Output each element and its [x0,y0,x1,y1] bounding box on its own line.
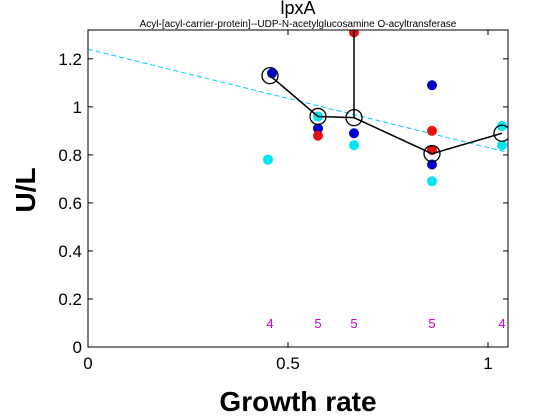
data-point [349,140,359,151]
x-axis-label: Growth rate [219,386,376,417]
fit-line [88,48,508,153]
data-point [267,68,277,79]
y-axis-label: U/L [10,167,41,212]
y-tick-label: 0.2 [58,290,82,309]
data-point [313,123,323,134]
axis-ticks: 0 0.5 1 0 0.2 0.4 0.6 0.8 1 1.2 [58,30,508,373]
mean-marker [345,109,363,127]
x-tick-label: 0.5 [276,354,300,373]
y-tick-label: 0.4 [58,242,82,261]
data-point [497,140,507,151]
y-tick-label: 1 [73,98,82,117]
chart-subtitle: Acyl-[acyl-carrier-protein]--UDP-N-acety… [140,19,457,30]
data-point [427,176,437,187]
data-point [427,159,437,170]
count-label: 5 [314,316,321,331]
data-point [427,80,437,91]
data-point [263,154,273,165]
x-tick-label: 0 [83,354,92,373]
y-tick-label: 1.2 [58,50,82,69]
y-tick-label: 0.6 [58,194,82,213]
plot-area: 4 5 5 5 4 [88,30,508,331]
y-tick-label: 0 [73,338,82,357]
mean-marker [493,124,508,142]
mean-marker [309,107,327,126]
mean-marker [423,145,441,163]
y-tick-label: 0.8 [58,146,82,165]
count-label: 5 [350,316,357,331]
count-label: 4 [266,316,273,331]
mean-line [269,75,503,155]
data-point [427,125,437,136]
mean-marker [261,66,279,85]
data-point [497,121,507,132]
chart-title: lpxA [280,0,315,18]
x-tick-label: 1 [483,354,492,373]
plot-frame [87,29,509,348]
data-point [313,130,323,141]
count-label: 5 [428,316,435,331]
count-label: 4 [498,316,505,331]
data-point [349,128,359,139]
